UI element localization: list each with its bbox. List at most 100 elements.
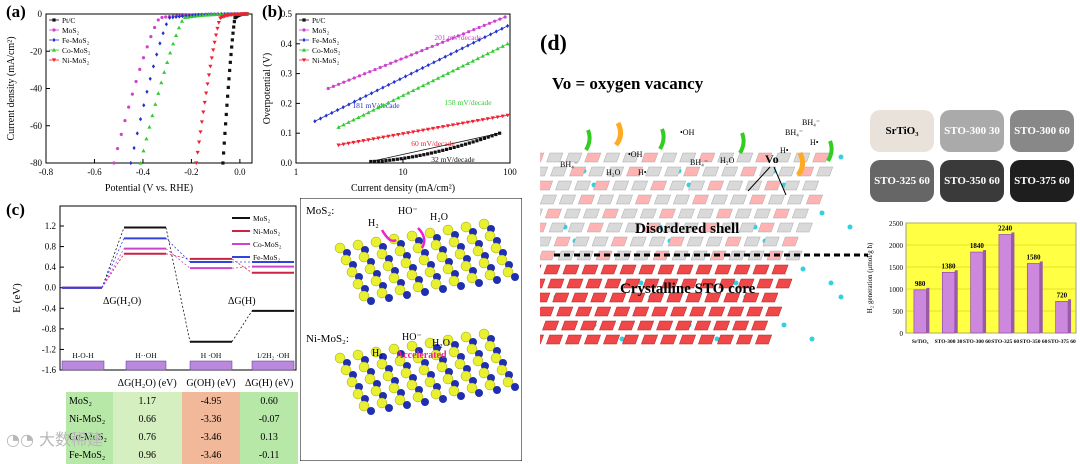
sulfur-atom [340,254,352,266]
table-cell: Co-MoS₂ [66,428,113,446]
data-point [209,12,214,17]
sulfur-atom [496,364,508,376]
series-0 [221,12,249,165]
panel-label-d: (d) [540,30,567,55]
data-point [403,156,407,160]
lattice-cell [679,152,697,163]
slope-label: 181 mV/decade [352,101,400,110]
molybdenum-atom [457,282,465,290]
sulfur-atom [400,367,412,379]
series-0 [369,131,502,164]
lattice-cell [572,236,590,247]
species-label: BH₄⁻ [802,118,820,127]
x-tick-label: -0.4 [136,167,151,177]
y-tick-label: 0.8 [45,242,57,252]
lattice-cell [664,166,682,177]
sulfur-atom [454,248,466,260]
sulfur-atom [400,257,412,269]
panel-label-a: (a) [6,2,26,21]
lattice-cell [618,320,636,331]
x-tick-label: STO-300 30 [935,339,963,345]
lattice-cell [567,222,585,233]
series-2 [129,11,249,166]
species-label: BH₄⁻ [785,128,803,137]
lattice-cell [593,180,611,191]
data-point [204,91,209,96]
lattice-cell [540,236,552,247]
data-point [372,159,377,164]
lattice-cell [540,250,556,261]
data-point [232,25,236,29]
molybdenum-atom [493,386,501,394]
legend-entry: Pt/C [312,16,325,25]
mos2-slab [334,328,519,415]
site-box [189,360,233,371]
data-label: 1380 [942,262,957,270]
lattice-cell [656,320,674,331]
sulfur-atom [424,266,436,278]
connector [165,238,191,263]
sulfur-atom [358,361,370,373]
y-tick-label: 500 [893,308,904,316]
sample-photos: SrTiO₃ STO-300 30 STO-300 60 STO-325 60 STO-… [866,110,1080,210]
lattice-cell [666,292,684,303]
lattice-cell [566,278,584,289]
lattice-cell [571,292,589,303]
lattice-cell [705,236,723,247]
lattice-cell [755,152,773,163]
table-cell: 1.17 [112,392,182,410]
legend-entry: MoS₂ [253,214,271,223]
y-tick-label: 1.2 [45,221,56,231]
table-header-cell: ΔG(H₂O) (eV) [112,374,182,392]
data-point [441,148,445,152]
lattice-cell [653,194,671,205]
data-point [164,15,168,19]
lattice-cell [556,306,574,317]
lattice-cell [540,306,555,317]
lattice-cell [752,264,770,275]
lattice-cell [702,166,720,177]
lattice-cell [586,222,604,233]
data-point [437,149,441,153]
sample-photo: STO-350 60 [940,160,1004,202]
lattice-cell [615,194,633,205]
data-point [182,15,188,20]
lattice-cell [698,152,716,163]
bar-side [983,250,987,333]
lattice-cell [669,180,687,191]
y-tick-label: 0.0 [45,283,57,293]
sulfur-atom [442,263,454,275]
sulfur-atom [376,358,388,370]
site-label: H··OH [135,351,157,360]
lattice-cell [543,264,561,275]
lattice-cell [591,236,609,247]
data-point [195,150,200,155]
data-point [149,35,153,39]
lattice-cell [723,292,741,303]
lattice-cell [658,208,676,219]
bubble-arrow [826,140,834,163]
data-point [226,94,230,98]
lattice-cell [685,292,703,303]
data-point [216,21,221,25]
h2o-label: H₂O [432,338,450,349]
legend-entry: Co-MoS₂ [62,46,91,55]
lattice-cell [805,194,823,205]
molybdenum-atom [475,279,483,287]
series-3 [62,237,294,289]
species-label: BH₄⁻ [560,160,578,169]
ti-atom [638,280,644,286]
sulfur-atom [448,275,460,287]
data-point [129,160,133,166]
lattice-cell [547,278,565,289]
y-tick-label: -40 [30,84,42,94]
sulfur-atom [460,370,472,382]
x-tick-label: STO-325 60 [991,339,1019,345]
sulfur-atom [364,263,376,275]
data-point [479,137,483,142]
slope-label: 60 mV/decade [411,139,455,148]
connector [101,248,125,288]
data-point [134,79,138,84]
data-point [422,153,426,157]
data-point [429,151,434,155]
